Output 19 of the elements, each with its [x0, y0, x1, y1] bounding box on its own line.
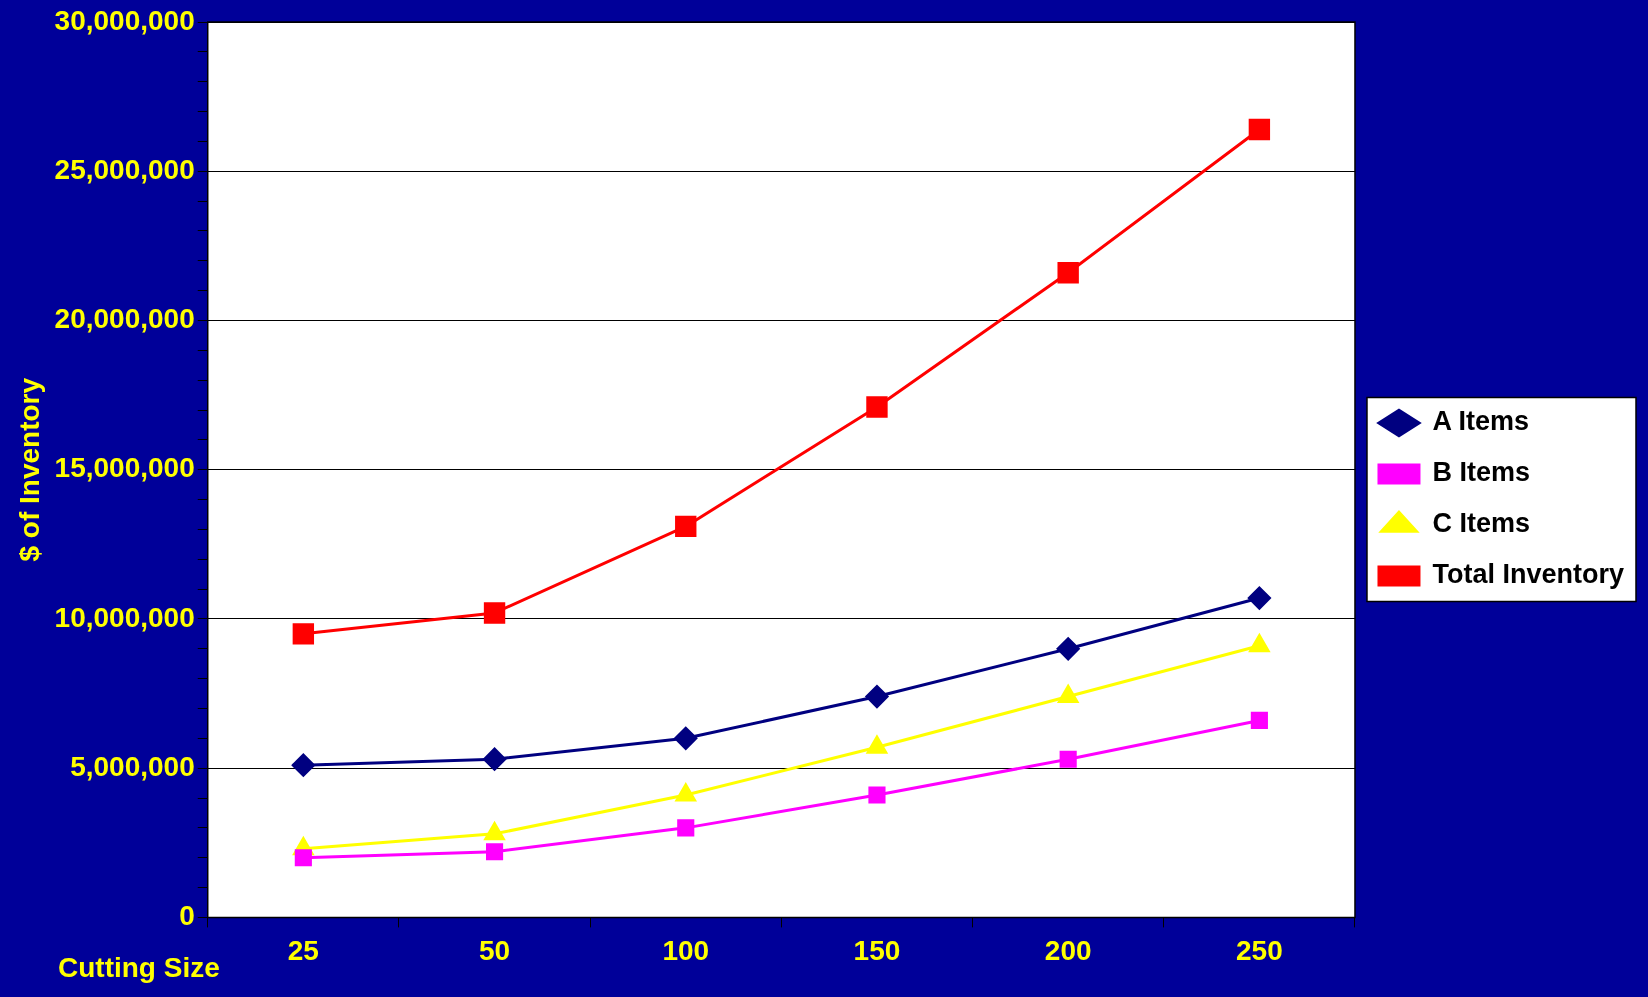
legend-label: A Items [1432, 406, 1530, 437]
legend-label: C Items [1432, 508, 1531, 539]
y-tick-label: 10,000,000 [54, 601, 195, 633]
x-tick-label: 25 [287, 934, 319, 966]
x-tick-label: 50 [478, 934, 511, 966]
y-tick-label: 20,000,000 [54, 303, 195, 335]
y-tick-label: 25,000,000 [54, 153, 195, 185]
x-tick-label: 100 [662, 934, 710, 966]
x-tick-label: 250 [1236, 934, 1283, 966]
y-tick-label: 30,000,000 [54, 4, 195, 36]
x-tick-label: 200 [1044, 934, 1092, 966]
legend-label: Total Inventory [1432, 559, 1625, 590]
y-axis-title: $ of Inventory [13, 377, 45, 562]
legend-label: B Items [1432, 457, 1531, 488]
y-tick-label: 15,000,000 [54, 452, 195, 484]
y-tick-label: 5,000,000 [70, 750, 195, 782]
x-axis-title: Cutting Size [58, 952, 220, 984]
y-tick-label: 0 [179, 900, 195, 932]
x-tick-label: 150 [853, 934, 901, 966]
